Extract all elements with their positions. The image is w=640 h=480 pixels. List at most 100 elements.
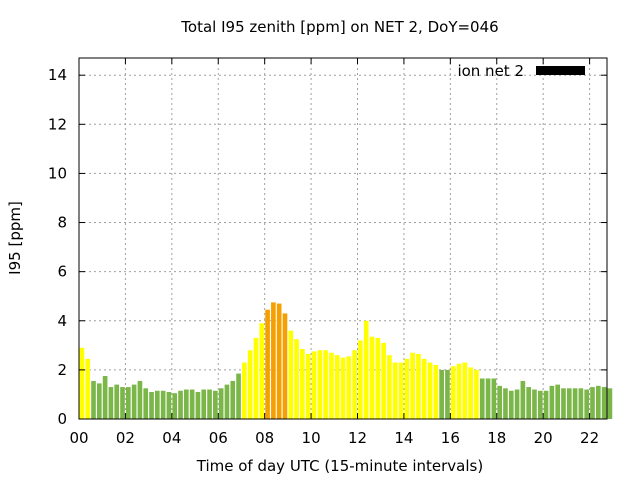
- bar: [137, 380, 143, 419]
- bar: [329, 352, 334, 419]
- bar: [253, 337, 259, 419]
- bar: [189, 389, 195, 419]
- x-tick-label: 02: [116, 429, 135, 447]
- bar: [300, 349, 305, 419]
- bar: [445, 369, 450, 419]
- bar: [450, 366, 456, 419]
- bar: [392, 362, 398, 419]
- bar: [479, 378, 485, 419]
- bar: [102, 376, 108, 419]
- bar: [259, 323, 265, 419]
- bar: [323, 350, 328, 419]
- bar: [404, 358, 410, 419]
- bar: [537, 390, 543, 419]
- y-tick-label: 6: [57, 263, 67, 281]
- legend-label: ion net 2: [457, 62, 524, 80]
- bar: [462, 362, 468, 419]
- chart-title: Total I95 zenith [ppm] on NET 2, DoY=046: [180, 18, 498, 36]
- bar: [468, 367, 473, 419]
- bar: [247, 350, 253, 419]
- bar: [410, 352, 415, 419]
- bar: [561, 388, 566, 419]
- bar: [578, 388, 584, 419]
- bar: [584, 389, 590, 419]
- y-tick-label: 10: [48, 164, 67, 182]
- bar: [590, 387, 595, 419]
- bar: [242, 362, 247, 419]
- bar: [265, 309, 270, 419]
- bar: [491, 378, 497, 419]
- bar: [363, 320, 369, 419]
- bar: [334, 355, 340, 419]
- x-tick-label: 12: [348, 429, 367, 447]
- x-tick-label: 10: [302, 429, 321, 447]
- bar: [566, 388, 572, 419]
- x-tick-label: 14: [394, 429, 413, 447]
- bar: [317, 350, 323, 419]
- bar: [352, 350, 357, 419]
- bar: [520, 380, 526, 419]
- y-tick-label: 0: [57, 410, 67, 428]
- bar: [601, 387, 607, 419]
- bar: [271, 302, 276, 419]
- bar: [555, 384, 561, 419]
- x-tick-label: 22: [580, 429, 599, 447]
- bar: [416, 353, 421, 419]
- bar: [572, 388, 578, 419]
- bar: [120, 387, 125, 419]
- bar: [427, 362, 433, 419]
- bar: [456, 363, 462, 419]
- bar: [549, 385, 555, 419]
- bar: [213, 390, 218, 419]
- bar: [282, 313, 288, 419]
- bar: [96, 383, 102, 419]
- y-tick-label: 2: [57, 361, 67, 379]
- bar: [143, 388, 149, 419]
- bar: [195, 391, 201, 419]
- bar: [485, 378, 491, 419]
- x-tick-label: 20: [534, 429, 553, 447]
- bar: [207, 389, 212, 419]
- y-axis-label: I95 [ppm]: [6, 201, 24, 275]
- bar: [607, 388, 613, 419]
- bar: [125, 387, 131, 419]
- legend-swatch: [536, 66, 585, 75]
- bar: [433, 364, 439, 419]
- bar: [497, 385, 502, 419]
- bar: [79, 347, 85, 419]
- bar: [149, 391, 154, 419]
- y-tick-label: 12: [48, 115, 67, 133]
- bar: [294, 339, 299, 419]
- bar: [387, 355, 392, 419]
- bar: [160, 390, 166, 419]
- x-tick-label: 08: [255, 429, 274, 447]
- bar: [381, 342, 386, 419]
- x-tick-label: 06: [209, 429, 228, 447]
- bar: [85, 358, 91, 419]
- bar: [311, 351, 317, 419]
- bars: [79, 302, 613, 419]
- bar: [166, 391, 172, 419]
- bar: [526, 387, 531, 419]
- bar: [288, 330, 294, 419]
- y-tick-label: 8: [57, 214, 67, 232]
- bar: [131, 384, 137, 419]
- bar: [276, 303, 282, 419]
- bar: [532, 389, 537, 419]
- bar: [508, 390, 514, 419]
- y-tick-label: 4: [57, 312, 67, 330]
- y-tick-label: 14: [48, 66, 67, 84]
- bar: [474, 369, 479, 419]
- grid-lines: [79, 58, 607, 419]
- bar: [201, 389, 207, 419]
- bar: [305, 353, 311, 419]
- bar: [184, 389, 189, 419]
- bar: [172, 393, 178, 419]
- x-tick-label: 18: [487, 429, 506, 447]
- plot-frame: [78, 57, 608, 420]
- bar: [155, 390, 160, 419]
- bar: [421, 358, 427, 419]
- y-tick-labels: 0 2 4 6 8 10 12 14: [48, 66, 67, 428]
- bar: [108, 387, 114, 419]
